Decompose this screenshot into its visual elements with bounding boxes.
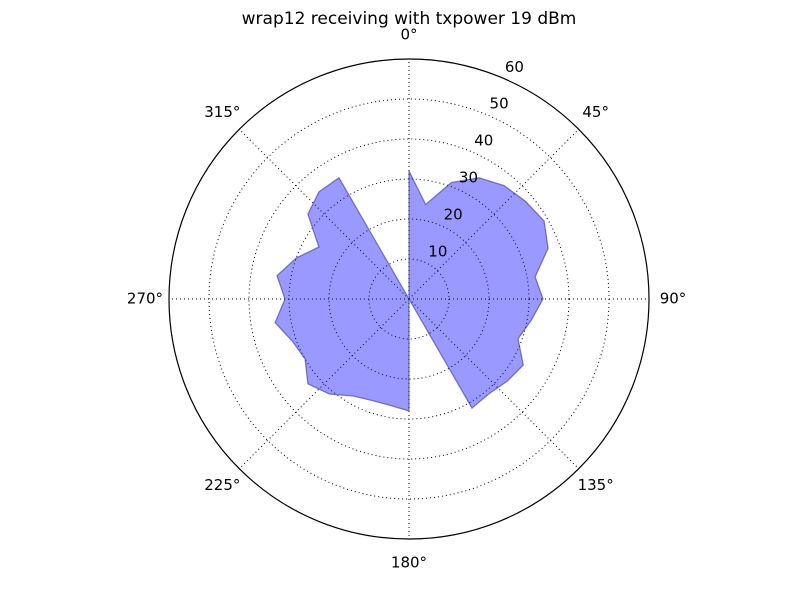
grid-line	[238, 128, 410, 300]
theta-tick-label: 45°	[582, 103, 609, 121]
theta-tick-label: 315°	[204, 103, 240, 121]
theta-tick-label: 270°	[127, 290, 163, 308]
r-tick-label: 40	[474, 132, 493, 150]
theta-tick-label: 225°	[204, 476, 240, 494]
grid-line	[408, 298, 580, 470]
r-tick-label: 30	[459, 169, 478, 187]
r-tick-label: 20	[444, 206, 463, 224]
area	[274, 170, 549, 412]
r-tick-label: 10	[428, 243, 447, 261]
r-tick-label: 60	[505, 58, 524, 76]
r-tick-label: 50	[490, 95, 509, 113]
theta-tick-label: 135°	[578, 476, 614, 494]
grid-line	[408, 128, 580, 300]
outer-circle	[168, 58, 650, 540]
chart-title: wrap12 receiving with txpower 19 dBm	[242, 9, 577, 29]
theta-tick-label: 0°	[400, 26, 417, 44]
grid-line	[238, 298, 410, 470]
theta-tick-label: 90°	[660, 290, 687, 308]
theta-tick-label: 180°	[391, 554, 427, 572]
